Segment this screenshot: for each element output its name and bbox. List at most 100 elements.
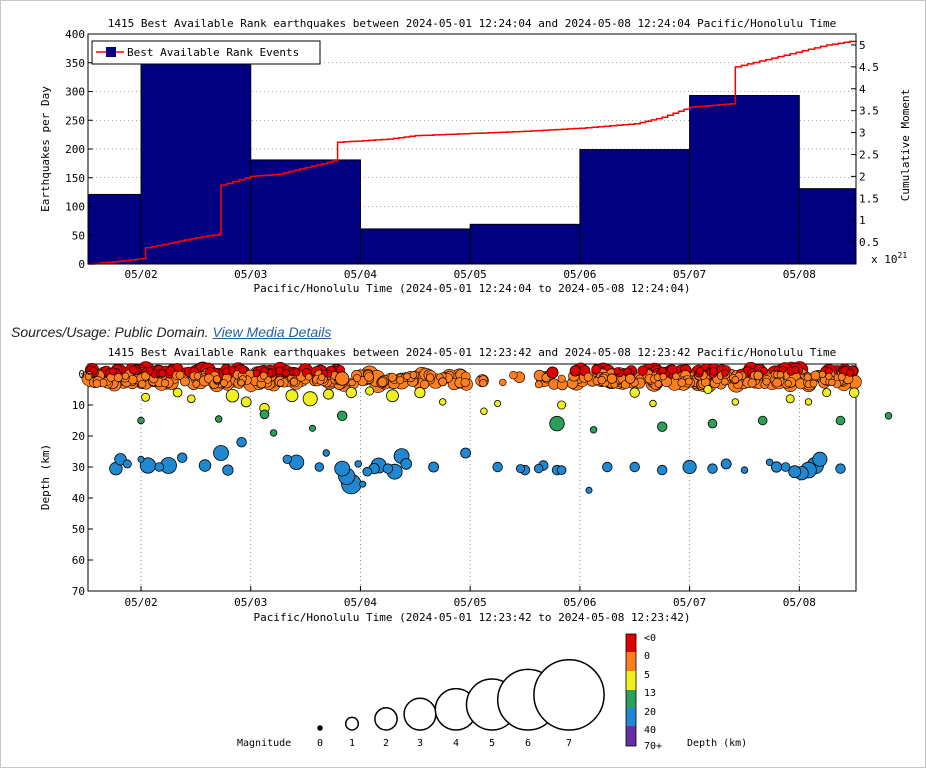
shallow-quake-point (409, 371, 418, 379)
shallow-quake-point (138, 379, 147, 389)
earthquake-point (323, 388, 334, 400)
earthquake-point (707, 418, 718, 429)
shallow-quake-point (837, 373, 846, 381)
shallow-quake-point (403, 372, 411, 380)
earthquake-point (176, 452, 188, 463)
usage-text: Sources/Usage: Public Domain. (11, 324, 209, 340)
chart1-legend-box (91, 40, 321, 65)
earthquake-point (720, 458, 732, 470)
earthquake-point (546, 366, 559, 379)
depth-level-label: 13 (644, 688, 656, 699)
earthquake-point (480, 407, 488, 415)
chart2-xtick-label: 05/06 (563, 596, 596, 609)
shallow-quake-point (791, 365, 800, 374)
earthquake-point (765, 458, 774, 466)
shallow-quake-point (213, 375, 221, 384)
shallow-quake-point (318, 373, 326, 381)
daily-count-bar (250, 159, 361, 265)
shallow-quake-point (809, 379, 818, 388)
earthquake-point (438, 377, 448, 387)
shallow-quake-point (128, 365, 138, 375)
chart2-ytick-label: 0 (78, 368, 85, 381)
chart1-ylabel: Earthquakes per Day (39, 86, 52, 212)
earthquake-point (302, 391, 318, 407)
magnitude-label: Magnitude (237, 738, 291, 749)
earthquake-point (629, 387, 640, 398)
shallow-quake-point (220, 379, 228, 387)
media-caption: Sources/Usage: Public Domain. View Media… (11, 324, 331, 340)
earthquake-point (788, 465, 802, 479)
chart1-xtick-label: 05/03 (234, 268, 267, 281)
chart1-y2tick-label: 2.5 (859, 148, 879, 161)
earthquake-point (187, 394, 196, 404)
shallow-quake-point (292, 368, 301, 377)
magnitude-6-label: 6 (525, 738, 531, 749)
chart1-xtick-label: 05/05 (454, 268, 487, 281)
chart1-xtick-label: 05/08 (783, 268, 816, 281)
shallow-quake-point (654, 380, 662, 388)
chart1-title: 1415 Best Available Rank earthquakes bet… (108, 17, 836, 30)
chart1-y2tick-label: 1 (859, 214, 866, 227)
magnitude-7-circle (533, 659, 605, 731)
shallow-quake-point (289, 377, 298, 386)
depth-color-swatch (626, 726, 636, 746)
chart2-ytick-label: 10 (72, 399, 85, 412)
shallow-quake-point (613, 367, 621, 375)
magnitude-2-label: 2 (383, 738, 389, 749)
shallow-quake-point (145, 366, 154, 375)
earthquake-point (629, 461, 640, 473)
shallow-quake-point (158, 369, 167, 378)
earthquake-point (460, 447, 472, 459)
chart1-y2label: Cumulative Moment (899, 89, 912, 202)
earthquake-point (602, 461, 613, 473)
shallow-quake-point (364, 372, 374, 382)
earthquake-point (822, 388, 832, 398)
earthquake-point (137, 416, 145, 425)
earthquake-point (240, 396, 252, 408)
earthquake-point (812, 451, 828, 467)
shallow-quake-point (784, 379, 792, 388)
earthquake-point (682, 459, 697, 475)
daily-count-bar (87, 193, 142, 265)
chart1-ytick-label: 50 (72, 229, 85, 242)
depth-level-label: <0 (644, 633, 656, 644)
shallow-quake-point (772, 377, 782, 388)
shallow-quake-point (762, 377, 771, 386)
depth-color-swatch (626, 671, 636, 690)
earthquake-point (657, 464, 668, 476)
magnitude-1-label: 1 (349, 738, 355, 749)
earthquake-point (707, 463, 718, 474)
earthquake-point (335, 371, 350, 386)
shallow-quake-point (348, 378, 356, 387)
earthquake-point (606, 373, 618, 384)
shallow-quake-point (677, 378, 687, 388)
shallow-quake-point (709, 367, 718, 376)
chart1-xtick-label: 05/02 (124, 268, 157, 281)
earthquake-point (731, 398, 739, 406)
earthquake-point (198, 459, 212, 472)
view-media-details-link[interactable]: View Media Details (212, 324, 332, 340)
shallow-quake-point (637, 365, 648, 376)
depth-level-label: 70+ (644, 741, 662, 752)
depth-color-swatch (626, 708, 636, 726)
earthquake-point (345, 386, 357, 399)
earthquake-point (354, 460, 362, 468)
depth-color-swatch (626, 690, 636, 708)
earthquake-point (569, 365, 581, 377)
depth-level-label: 40 (644, 725, 656, 736)
magnitude-depth-legend: Magnitude 0 1 2 3 4 5 6 7 <0 0 5 13 20 40 70+ Depth (… (237, 633, 747, 752)
chart2-ytick-label: 30 (72, 461, 85, 474)
earthquake-point (585, 486, 593, 494)
earthquake-point (154, 462, 165, 472)
chart1-y2tick-label: 1.5 (859, 192, 879, 205)
chart2-title: 1415 Best Available Rank earthquakes bet… (108, 346, 836, 359)
chart2-ytick-label: 70 (72, 585, 85, 598)
chart1-ytick-label: 350 (65, 57, 85, 70)
magnitude-2-circle (374, 707, 398, 731)
earthquake-point (884, 412, 893, 420)
shallow-quake-point (825, 372, 833, 381)
shallow-quake-point (128, 374, 138, 385)
shallow-quake-point (387, 372, 397, 382)
shallow-quake-point (591, 364, 601, 375)
earthquake-point (439, 398, 447, 406)
